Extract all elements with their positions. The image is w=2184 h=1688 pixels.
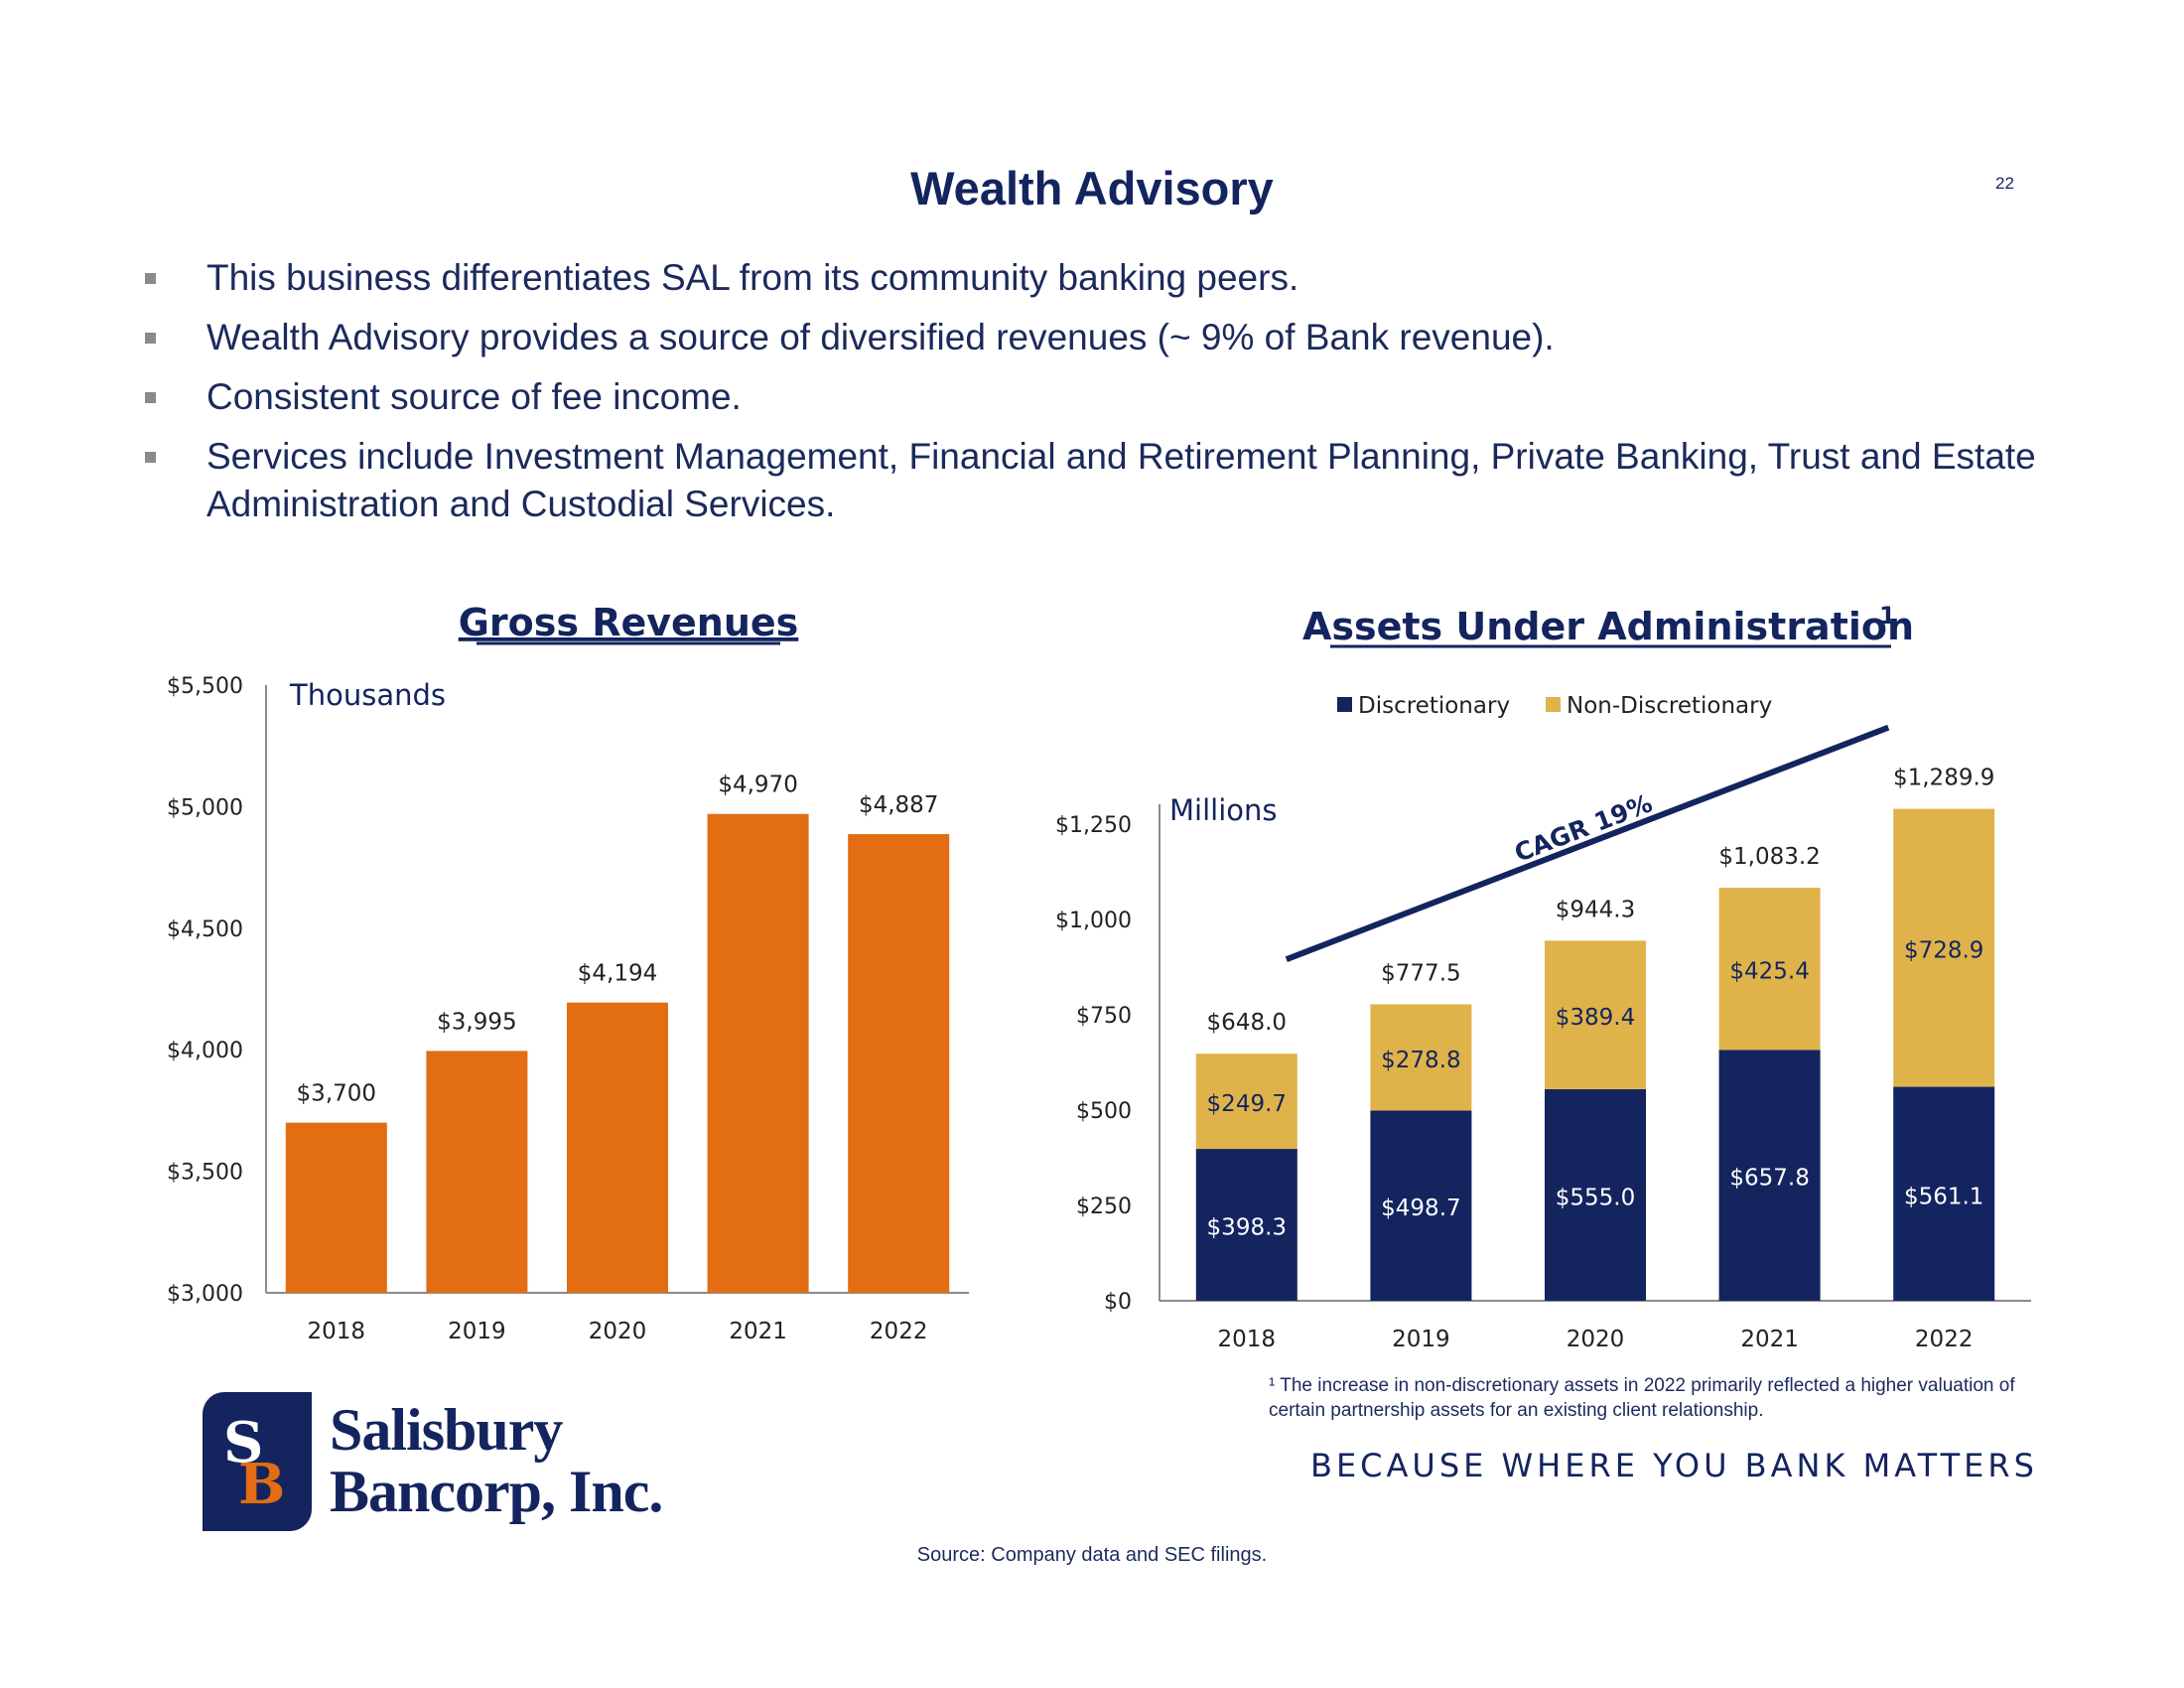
data-label-discretionary: $561.1 — [1904, 1184, 1983, 1209]
y-tick-label: $3,500 — [167, 1161, 243, 1186]
x-tick-label: 2020 — [589, 1319, 647, 1344]
y-tick-label: $500 — [1076, 1099, 1132, 1124]
chart-title-superscript: 1 — [1879, 602, 1896, 630]
bar — [707, 813, 809, 1293]
x-tick-label: 2021 — [729, 1319, 787, 1344]
data-label-discretionary: $498.7 — [1381, 1196, 1460, 1221]
total-label: $1,289.9 — [1893, 766, 1994, 791]
data-label-non-discretionary: $278.8 — [1381, 1048, 1460, 1073]
bar-discretionary — [1718, 1050, 1821, 1301]
chart-title: Gross Revenues — [459, 601, 799, 644]
data-label: $4,970 — [718, 773, 797, 798]
chart-title: Assets Under Administration — [1302, 605, 1914, 648]
data-label-non-discretionary: $389.4 — [1556, 1005, 1635, 1031]
y-tick-label: $1,000 — [1055, 909, 1132, 933]
data-label: $3,995 — [437, 1009, 516, 1035]
bar — [285, 1122, 387, 1293]
bar-non-discretionary — [1545, 940, 1646, 1089]
data-label-discretionary: $398.3 — [1207, 1215, 1287, 1241]
bullet-item: Consistent source of fee income. — [139, 373, 2045, 421]
x-tick-label: 2018 — [308, 1319, 366, 1344]
bar-discretionary — [1195, 1149, 1297, 1301]
logo-letter-b: B — [238, 1452, 286, 1517]
x-tick-label: 2021 — [1740, 1327, 1799, 1352]
data-label: $4,194 — [578, 961, 657, 987]
y-tick-label: $3,000 — [167, 1282, 243, 1307]
bullet-item: Wealth Advisory provides a source of div… — [139, 314, 2045, 361]
bar-discretionary — [1893, 1086, 1995, 1301]
logo-letter-s: S — [223, 1410, 264, 1476]
data-label-discretionary: $555.0 — [1556, 1185, 1635, 1210]
y-tick-label: $4,500 — [167, 917, 243, 942]
logo-mark — [203, 1392, 312, 1531]
bullet-text: Consistent source of fee income. — [206, 376, 742, 417]
y-tick-label: $5,000 — [167, 795, 243, 820]
y-tick-label: $0 — [1104, 1290, 1132, 1315]
bullet-text: This business differentiates SAL from it… — [206, 257, 1299, 298]
page-number: 22 — [1995, 174, 2014, 193]
total-label: $648.0 — [1207, 1010, 1287, 1036]
bar-non-discretionary — [1893, 808, 1995, 1087]
bullet-item: Services include Investment Management, … — [139, 433, 2045, 528]
total-label: $944.3 — [1556, 897, 1635, 922]
bullet-list: This business differentiates SAL from it… — [139, 254, 2045, 540]
bullet-square-icon — [145, 392, 156, 403]
legend-label: Discretionary — [1358, 693, 1510, 719]
x-tick-label: 2019 — [1392, 1327, 1450, 1352]
cagr-trend-line — [1285, 724, 1890, 962]
legend-swatch-non-discretionary — [1546, 697, 1561, 712]
bullet-square-icon — [145, 452, 156, 463]
bullet-text: Services include Investment Management, … — [206, 436, 2036, 524]
tagline: BECAUSE WHERE YOU BANK MATTERS — [1310, 1447, 2038, 1484]
bullet-text: Wealth Advisory provides a source of div… — [206, 317, 1555, 357]
bar-non-discretionary — [1195, 1054, 1297, 1150]
y-tick-label: $250 — [1076, 1195, 1132, 1219]
data-label-non-discretionary: $249.7 — [1207, 1091, 1287, 1117]
bar-non-discretionary — [1370, 1004, 1472, 1111]
data-label-non-discretionary: $425.4 — [1729, 959, 1809, 985]
x-tick-label: 2019 — [448, 1319, 506, 1344]
y-tick-label: $4,000 — [167, 1039, 243, 1063]
legend-swatch-discretionary — [1337, 697, 1352, 712]
y-tick-label: $5,500 — [167, 674, 243, 699]
x-tick-label: 2022 — [870, 1319, 928, 1344]
source-note: Source: Company data and SEC filings. — [916, 1544, 1268, 1566]
total-label: $1,083.2 — [1718, 844, 1820, 870]
bar — [567, 1002, 668, 1293]
legend-label: Non-Discretionary — [1567, 693, 1772, 719]
bar-discretionary — [1545, 1088, 1646, 1301]
bullet-square-icon — [145, 273, 156, 284]
footnote: ¹ The increase in non-discretionary asse… — [1269, 1375, 2015, 1421]
bar-non-discretionary — [1718, 888, 1821, 1051]
y-tick-label: $1,250 — [1055, 813, 1132, 838]
x-tick-label: 2018 — [1218, 1327, 1277, 1352]
page-title: Wealth Advisory — [910, 162, 1274, 214]
cagr-annotation: CAGR 19% — [1511, 788, 1657, 868]
bar — [848, 834, 950, 1293]
bullet-item: This business differentiates SAL from it… — [139, 254, 2045, 302]
data-label-non-discretionary: $728.9 — [1904, 938, 1983, 964]
y-tick-label: $750 — [1076, 1004, 1132, 1029]
x-tick-label: 2022 — [1915, 1327, 1974, 1352]
logo-text-line1: Salisbury — [330, 1397, 563, 1463]
x-tick-label: 2020 — [1567, 1327, 1625, 1352]
unit-label: Millions — [1169, 793, 1277, 827]
unit-label: Thousands — [289, 678, 446, 712]
data-label: $4,887 — [859, 792, 938, 818]
bar-discretionary — [1370, 1110, 1472, 1301]
bar — [426, 1051, 528, 1293]
data-label-discretionary: $657.8 — [1729, 1166, 1809, 1192]
total-label: $777.5 — [1381, 960, 1460, 986]
bullet-square-icon — [145, 333, 156, 344]
data-label: $3,700 — [297, 1081, 376, 1107]
logo-text-line2: Bancorp, Inc. — [330, 1459, 663, 1524]
